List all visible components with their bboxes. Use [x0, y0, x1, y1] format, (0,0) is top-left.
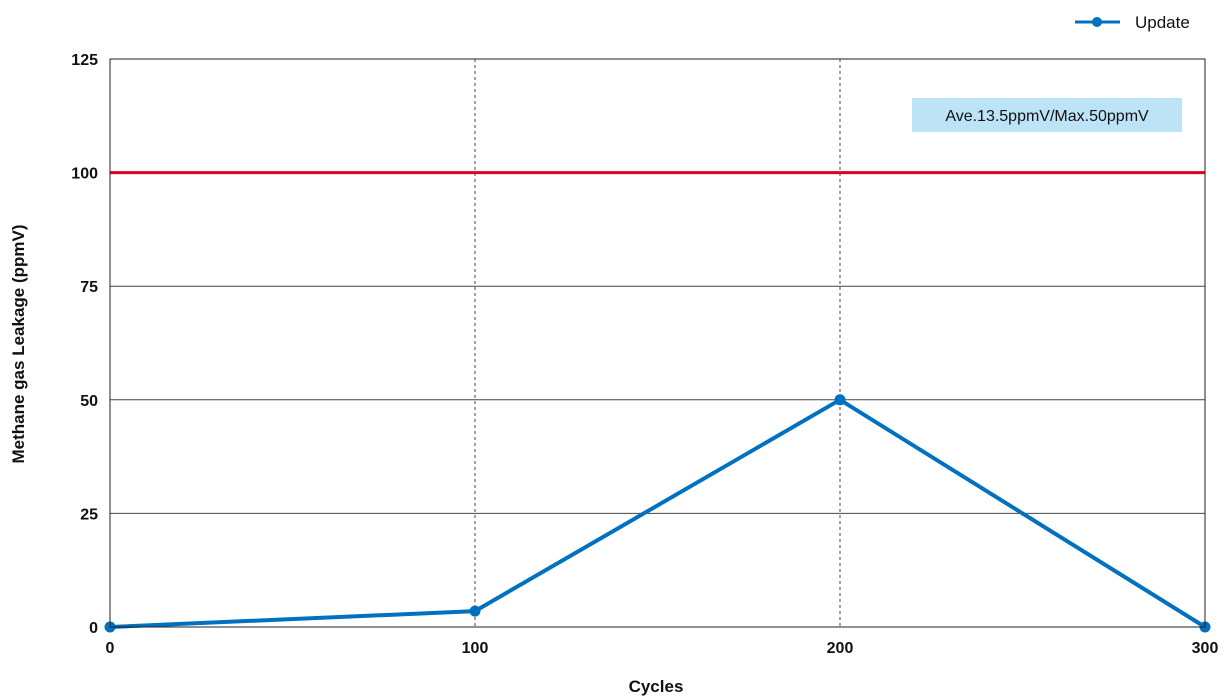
x-tick-label-300: 300	[1192, 640, 1219, 657]
y-tick-label-50: 50	[80, 393, 98, 410]
series-layer	[104, 394, 1211, 633]
x-tick-label-100: 100	[462, 640, 489, 657]
legend-label-update: Update	[1135, 13, 1190, 32]
grid	[110, 59, 1205, 627]
x-tick-label-200: 200	[827, 640, 854, 657]
annotation-box: Ave.13.5ppmV/Max.50ppmV	[912, 98, 1182, 132]
tick-labels: 0 25 50 75 100 125 0 100 200 300	[71, 52, 1218, 657]
legend: Update	[1075, 13, 1190, 32]
x-tick-label-0: 0	[106, 640, 115, 657]
y-tick-label-125: 125	[71, 52, 98, 69]
y-axis-title: Methane gas Leakage (ppmV)	[9, 224, 28, 463]
series-line-0	[109, 397, 1207, 629]
y-tick-label-75: 75	[80, 279, 98, 296]
annotation-text: Ave.13.5ppmV/Max.50ppmV	[945, 108, 1149, 125]
x-axis-title: Cycles	[629, 677, 684, 696]
legend-dot-marker	[1092, 17, 1102, 27]
data-point-200	[834, 394, 846, 406]
data-point-100	[469, 605, 481, 617]
annotation-background	[912, 98, 1182, 132]
y-tick-label-0: 0	[89, 620, 98, 637]
y-tick-label-25: 25	[80, 506, 98, 523]
y-tick-label-100: 100	[71, 166, 98, 183]
plot-area-frame	[109, 58, 1206, 628]
